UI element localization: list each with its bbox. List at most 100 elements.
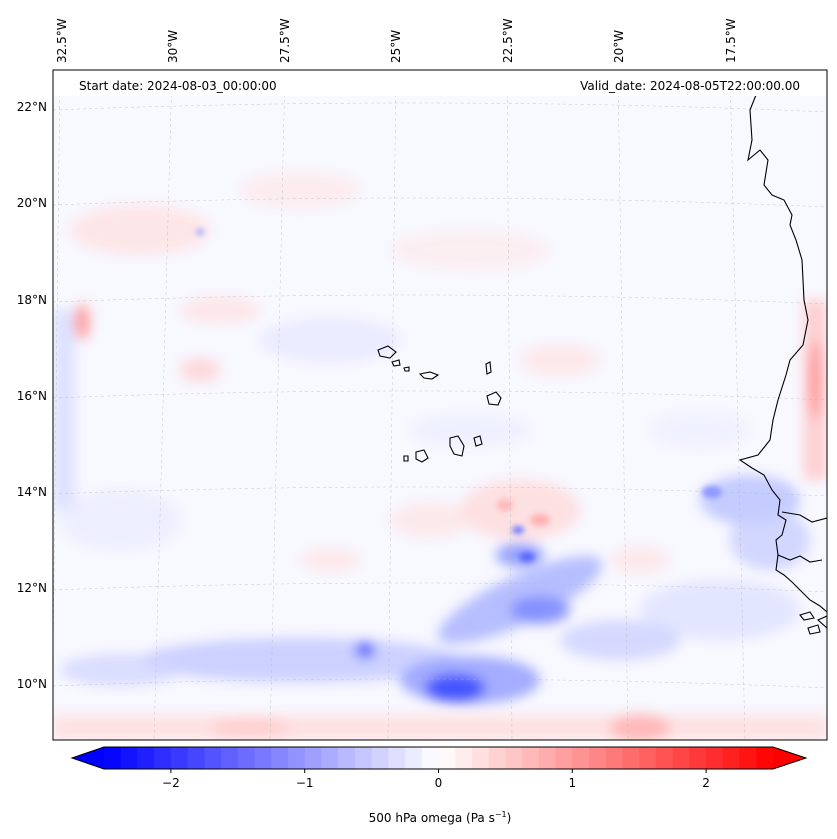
lat-label-16n: 16°N xyxy=(17,389,47,403)
colorbar-cell xyxy=(471,747,490,769)
colorbar-cell xyxy=(254,747,272,769)
colorbar-tick-label: 1 xyxy=(568,776,576,790)
colorbar: −2 −1 0 1 2 500 hPa omega (Pa s−1) xyxy=(70,746,808,825)
grid-lat-16 xyxy=(53,390,827,401)
grid-lat-12 xyxy=(53,582,827,593)
colorbar-cell xyxy=(137,747,155,769)
colorbar-cell xyxy=(287,747,306,769)
colorbar-cell xyxy=(354,747,373,769)
colorbar-cell xyxy=(204,747,222,769)
lon-label-30w: 30°W xyxy=(166,30,180,63)
lat-label-12n: 12°N xyxy=(17,581,47,595)
colorbar-extend-min xyxy=(72,747,104,769)
colorbar-title-main: 500 hPa omega (Pa s xyxy=(369,811,495,825)
lat-label-22n: 22°N xyxy=(17,100,47,114)
grid-lon-20 xyxy=(617,70,629,740)
island-santa-luzia xyxy=(403,366,410,372)
colorbar-cell xyxy=(455,747,473,769)
colorbar-cell xyxy=(589,747,607,769)
colorbar-tick-label: 2 xyxy=(702,776,710,790)
bissagos-islands xyxy=(799,611,827,635)
grid-lon-225 xyxy=(506,70,513,740)
colorbar-cell xyxy=(555,747,573,769)
longitude-labels: 32.5°W 30°W 27.5°W 25°W 22.5°W 20°W 17.5… xyxy=(55,18,738,63)
colorbar-tick-label: −1 xyxy=(296,776,314,790)
omega-detail-layer xyxy=(196,229,722,562)
colorbar-title-end: ) xyxy=(507,811,512,825)
grid-lon-275 xyxy=(269,70,286,740)
colorbar-cell xyxy=(739,747,757,769)
lat-label-14n: 14°N xyxy=(17,485,47,499)
senegal-river-coast xyxy=(781,511,827,523)
lon-label-22-5w: 22.5°W xyxy=(501,18,515,63)
colorbar-cells xyxy=(104,747,774,769)
colorbar-cell xyxy=(622,747,640,769)
grid-lat-10 xyxy=(53,678,827,689)
map-frame xyxy=(52,69,828,741)
lon-label-25w: 25°W xyxy=(389,30,403,63)
colorbar-cell xyxy=(221,747,239,769)
colorbar-cell xyxy=(756,747,774,769)
grid-lat-20 xyxy=(53,197,827,208)
grid-lat-14 xyxy=(53,486,827,497)
colorbar-outline xyxy=(70,746,808,770)
colorbar-cell xyxy=(371,747,389,769)
valid-date-label: Valid_date: 2024-08-05T22:00:00.00 xyxy=(580,79,800,93)
colorbar-tick-label: −2 xyxy=(162,776,180,790)
colorbar-cell xyxy=(321,747,339,769)
colorbar-cell xyxy=(572,747,590,769)
colorbar-cell xyxy=(505,747,523,769)
colorbar-cell xyxy=(672,747,690,769)
island-maio xyxy=(473,435,483,447)
colorbar-cell xyxy=(338,747,356,769)
lon-label-17-5w: 17.5°W xyxy=(724,18,738,63)
grid-lon-30 xyxy=(153,70,173,740)
lon-label-27-5w: 27.5°W xyxy=(278,18,292,63)
island-fogo xyxy=(415,449,429,463)
info-bar-background xyxy=(53,70,827,96)
colorbar-cell xyxy=(154,747,172,769)
island-santo-antao xyxy=(377,345,397,359)
colorbar-cell xyxy=(104,747,122,769)
island-sao-nicolau xyxy=(418,371,440,380)
island-boa-vista xyxy=(486,391,502,406)
grid-lon-25 xyxy=(387,70,397,740)
lat-label-10n: 10°N xyxy=(17,677,47,691)
colorbar-cell xyxy=(237,747,256,769)
latitude-labels: 22°N 20°N 18°N 16°N 14°N 12°N 10°N xyxy=(17,100,47,691)
colorbar-cell xyxy=(605,747,624,769)
colorbar-cell xyxy=(639,747,657,769)
map-panel: Start date: 2024-08-03_00:00:00 Valid_da… xyxy=(52,69,828,741)
colorbar-cell xyxy=(120,747,139,769)
colorbar-cell xyxy=(170,747,189,769)
lon-label-20w: 20°W xyxy=(612,30,626,63)
colorbar-title-sup: −1 xyxy=(495,810,507,819)
colorbar-cell xyxy=(388,747,406,769)
colorbar-cell xyxy=(187,747,205,769)
colorbar-tick-label: 0 xyxy=(435,776,443,790)
lat-label-20n: 20°N xyxy=(17,196,47,210)
grid-lon-175 xyxy=(729,70,746,740)
coastlines xyxy=(377,70,827,635)
gambia-coast xyxy=(777,554,823,563)
colorbar-cell xyxy=(538,747,557,769)
colorbar-cell xyxy=(304,747,323,769)
colorbar-cell xyxy=(689,747,707,769)
omega-field xyxy=(53,172,827,740)
omega-smooth-layer xyxy=(53,172,827,740)
island-sao-vicente xyxy=(391,359,401,367)
colorbar-ticks: −2 −1 0 1 2 xyxy=(162,769,710,790)
colorbar-cell xyxy=(522,747,540,769)
colorbar-cell xyxy=(655,747,674,769)
grid-lat-18 xyxy=(53,294,827,305)
island-brava xyxy=(403,455,409,462)
island-santiago xyxy=(449,435,465,457)
island-sal xyxy=(485,361,492,375)
colorbar-cell xyxy=(706,747,724,769)
colorbar-cell xyxy=(405,747,423,769)
colorbar-cell xyxy=(722,747,741,769)
start-date-label: Start date: 2024-08-03_00:00:00 xyxy=(79,79,277,93)
colorbar-cell xyxy=(488,747,507,769)
colorbar-cell xyxy=(438,747,456,769)
